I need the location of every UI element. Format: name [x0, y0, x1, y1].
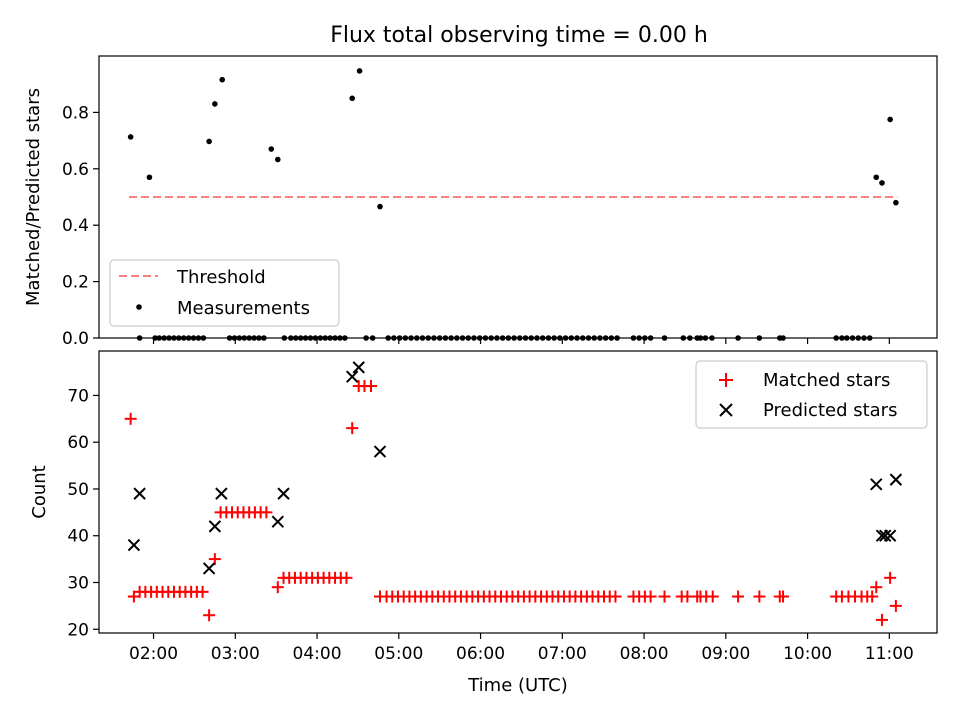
matched-star-point	[260, 506, 273, 519]
measurement-point	[349, 95, 355, 102]
matched-star-point	[706, 590, 719, 603]
measurement-point	[146, 174, 153, 181]
matched-star-point	[732, 590, 745, 603]
ratio-y-tick-label: 0.0	[62, 329, 89, 349]
x-tick-label: 04:00	[293, 644, 342, 664]
count-y-tick-label: 30	[67, 573, 89, 593]
predicted-star-point	[271, 515, 285, 528]
predicted-points-layer	[127, 361, 903, 575]
x-tick-label: 11:00	[865, 644, 914, 664]
measurement-point	[377, 203, 383, 210]
matched-star-point	[889, 599, 902, 612]
x-axis-label: Time (UTC)	[467, 675, 568, 696]
predicted-star-point	[883, 529, 897, 542]
predicted-star-point	[208, 520, 222, 533]
predicted-star-point	[870, 478, 883, 491]
count-axes-layer: 20 30 40 50 60 70 02:00 03:00 04:00 05:00 06:00 07:…	[67, 386, 913, 664]
matched-star-point	[866, 590, 879, 603]
threshold-legend-label: Threshold	[176, 267, 266, 288]
measurement-point	[268, 146, 275, 152]
predicted-star-point	[879, 529, 892, 542]
x-tick-label: 06:00	[456, 644, 505, 664]
x-tick-label: 10:00	[783, 644, 832, 664]
matched-star-point	[753, 590, 766, 603]
measurement-point	[879, 180, 885, 186]
ratio-y-tick-label: 0.6	[62, 160, 89, 180]
matched-legend-label: Matched stars	[763, 370, 890, 391]
measurement-point	[275, 156, 281, 163]
measurement-point	[219, 76, 226, 83]
count-y-tick-label: 40	[67, 527, 89, 547]
x-tick-label: 08:00	[620, 644, 669, 664]
matched-star-point	[644, 590, 657, 603]
matched-star-point	[196, 585, 209, 598]
predicted-star-point	[345, 370, 359, 383]
predicted-star-point	[373, 445, 387, 458]
ratio-y-tick-label: 0.4	[62, 216, 89, 236]
count-panel: 20 30 40 50 60 70 02:00 03:00 04:00 05:00 06:00 07:…	[29, 350, 938, 696]
matched-star-point	[884, 571, 897, 584]
predicted-star-point	[127, 538, 141, 552]
predicted-star-point	[277, 487, 290, 500]
matched-star-point	[609, 590, 622, 603]
predicted-star-point	[889, 473, 903, 486]
matched-star-point	[875, 613, 888, 626]
x-tick-label: 07:00	[538, 644, 587, 664]
count-y-axis-label: Count	[29, 465, 50, 518]
ratio-y-tick-label: 0.8	[62, 103, 89, 123]
measurement-legend-marker	[136, 304, 142, 310]
measurement-point	[356, 68, 363, 74]
measurement-point	[212, 101, 218, 107]
count-y-tick-label: 50	[67, 480, 89, 500]
x-tick-label: 09:00	[701, 644, 750, 664]
ratio-panel: 0.00.20.40.60.8 Matched/Predicted stars …	[23, 55, 938, 349]
count-legend: Matched stars Predicted stars	[695, 360, 928, 429]
matched-star-point	[870, 581, 883, 594]
predicted-star-point	[215, 487, 228, 500]
predicted-star-point	[202, 562, 216, 575]
measurement-point	[873, 174, 880, 181]
predicted-star-point	[352, 361, 365, 374]
ratio-legend-box	[109, 259, 340, 327]
measurement-point	[887, 116, 893, 123]
x-tick-label: 02:00	[129, 644, 178, 664]
predicted-legend-marker	[719, 403, 733, 417]
matched-star-point	[271, 581, 284, 594]
matched-star-point	[658, 590, 671, 603]
matched-star-point	[208, 553, 221, 566]
matched-star-point	[124, 412, 137, 425]
ratio-plot-frame	[98, 55, 938, 339]
matched-star-point	[203, 609, 216, 622]
matched-star-point	[346, 422, 359, 435]
measurement-point	[206, 138, 212, 145]
count-y-tick-label: 20	[67, 620, 89, 640]
count-plot-frame	[98, 350, 938, 634]
x-tick-label: 05:00	[374, 644, 423, 664]
matched-legend-marker	[719, 373, 733, 387]
count-legend-box	[695, 360, 928, 429]
count-y-tick-label: 60	[67, 433, 89, 453]
matched-star-point	[777, 590, 790, 603]
measurement-point	[127, 134, 134, 140]
figure-title: Flux total observing time = 0.00 h	[330, 23, 708, 48]
matched-star-point	[365, 380, 378, 393]
ratio-axes-layer: 0.0 0.2 0.4 0.6 0.8	[62, 103, 890, 349]
predicted-legend-label: Predicted stars	[763, 400, 897, 421]
matched-points-layer	[124, 380, 902, 626]
count-y-tick-label: 70	[67, 386, 89, 406]
measurement-point	[893, 199, 899, 206]
x-tick-label: 03:00	[211, 644, 260, 664]
measurement-legend-label: Measurements	[177, 298, 310, 319]
ratio-y-tick-label: 0.2	[62, 273, 89, 293]
matched-star-point	[340, 571, 353, 584]
ratio-y-axis-label: Matched/Predicted stars	[23, 88, 44, 306]
ratio-legend: Threshold Measurements	[109, 259, 340, 327]
predicted-star-point	[133, 487, 146, 500]
